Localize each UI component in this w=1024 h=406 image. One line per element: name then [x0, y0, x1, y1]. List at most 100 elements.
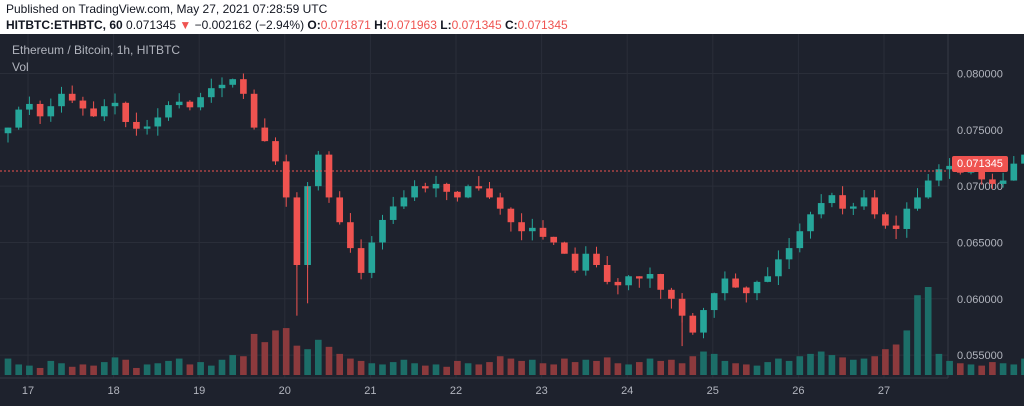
close-value: 0.071345: [517, 18, 568, 32]
candle-body: [989, 179, 996, 184]
volume-bar: [357, 360, 365, 375]
volume-bar: [914, 295, 921, 375]
ohlc-line: HITBTC:ETHBTC, 60 0.071345 ▼ −0.002162 (…: [6, 18, 568, 32]
volume-bar: [154, 363, 162, 375]
low-label: L:: [440, 18, 452, 32]
volume-bar: [935, 353, 943, 375]
x-tick-label: 27: [878, 385, 890, 397]
volume-bar: [860, 358, 868, 375]
published-text: Published on TradingView.com, May 27, 20…: [6, 2, 328, 16]
price-chart[interactable]: 0.080000 0.075000 0.070000 0.065000 0.060000…: [0, 34, 1024, 406]
candle-body: [924, 180, 932, 198]
volume-bar: [100, 362, 108, 375]
volume-bar: [657, 360, 665, 375]
volume-bar: [336, 353, 344, 375]
high-label: H:: [374, 18, 387, 32]
volume-bar: [518, 360, 525, 375]
candle-body: [464, 186, 472, 198]
volume-bar: [625, 364, 632, 375]
candle-body: [1010, 163, 1018, 181]
top-info-bar: Published on TradingView.com, May 27, 20…: [0, 0, 1024, 34]
down-arrow-icon: ▼: [179, 18, 192, 32]
candle-body: [839, 195, 846, 209]
candle-body: [357, 248, 365, 273]
candle-body: [860, 197, 868, 207]
candle-body: [454, 191, 461, 198]
candle-body: [796, 231, 804, 249]
volume-bar: [218, 359, 226, 375]
x-tick-label: 19: [193, 385, 205, 397]
volume-bar: [282, 328, 290, 375]
y-tick-label: 0.055000: [957, 350, 1003, 362]
candle-body: [79, 100, 87, 109]
candle-body: [336, 197, 344, 223]
volume-bar: [507, 358, 515, 375]
volume-bar: [646, 358, 654, 375]
candle-body: [561, 242, 568, 254]
candle-body: [539, 227, 547, 237]
volume-bar: [882, 349, 889, 375]
y-tick-label: 0.070000: [957, 181, 1003, 193]
volume-bar: [186, 364, 194, 375]
y-tick-label: 0.060000: [957, 294, 1003, 306]
x-tick-label: 24: [621, 385, 633, 397]
candle-body: [58, 93, 65, 107]
volume-bar: [197, 362, 204, 375]
volume-bar: [796, 356, 804, 375]
volume-bar: [250, 333, 258, 375]
candle-body: [379, 219, 386, 243]
candle-body: [154, 117, 162, 127]
candle-body: [347, 222, 354, 249]
volume-bar: [999, 363, 1007, 375]
x-tick-label: 25: [707, 385, 719, 397]
last-price-tag: 0.071345: [952, 156, 1008, 172]
volume-bar: [454, 360, 461, 375]
candle-body: [807, 214, 814, 232]
candle-body: [882, 214, 889, 226]
candle-body: [486, 188, 493, 198]
volume-bar: [240, 356, 247, 375]
volume-bar: [475, 364, 483, 375]
candle-body: [946, 165, 953, 170]
candle-body: [550, 236, 558, 243]
volume-bar: [229, 355, 237, 375]
candle-body: [314, 154, 322, 187]
volume-bar: [389, 362, 397, 375]
candle-body: [122, 102, 130, 122]
x-tick-label: 26: [792, 385, 804, 397]
candle-body: [411, 186, 418, 198]
candle-body: [250, 93, 258, 128]
candle-body: [571, 253, 579, 271]
volume-bar: [635, 362, 643, 375]
candle-body: [646, 274, 654, 279]
candle-body: [272, 141, 279, 162]
volume-bar: [68, 366, 76, 375]
candle-body: [625, 276, 632, 286]
candle-body: [36, 103, 44, 117]
candle-body: [710, 293, 718, 311]
candle-body: [443, 183, 451, 192]
y-tick-label: 0.065000: [957, 237, 1003, 249]
candle-body: [197, 97, 204, 108]
volume-bar: [753, 365, 761, 375]
volume-bar: [550, 364, 558, 375]
volume-bar: [817, 351, 825, 375]
volume-bar: [742, 364, 750, 375]
volume-bar: [892, 344, 900, 375]
candle-body: [657, 274, 665, 290]
candle-body: [507, 208, 515, 223]
candle-body: [143, 126, 151, 129]
volume-bar: [828, 355, 836, 375]
candle-body: [368, 242, 376, 273]
candle-body: [68, 93, 76, 101]
candle-body: [15, 109, 23, 128]
volume-bar: [207, 365, 215, 375]
candle-body: [721, 278, 729, 294]
candle-body: [582, 253, 590, 271]
volume-bar: [432, 364, 440, 375]
volume-bar: [411, 363, 418, 375]
candle-body: [764, 276, 772, 282]
volume-bar: [4, 358, 12, 375]
candle-body: [175, 101, 183, 106]
volume-bar: [668, 359, 675, 375]
